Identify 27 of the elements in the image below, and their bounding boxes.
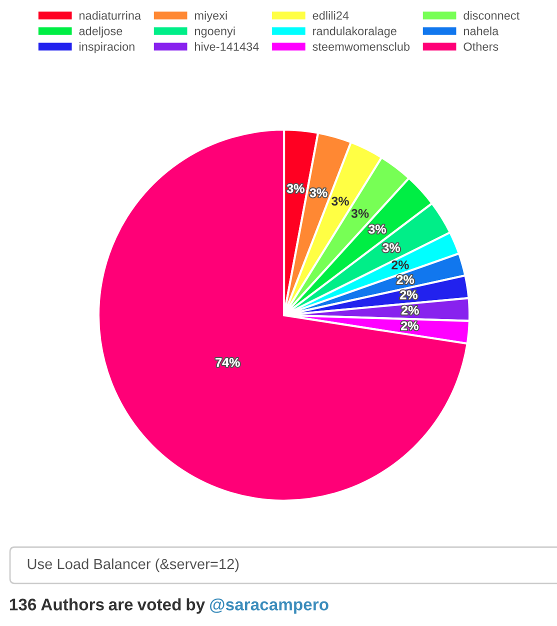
- data-label: 3%: [368, 224, 386, 234]
- legend-label: miyexi: [194, 11, 227, 22]
- text: Use Load Balancer (&server=12): [28, 558, 239, 572]
- legend-label: ngoenyi: [194, 26, 235, 38]
- data-label: 2%: [392, 260, 409, 270]
- data-label: 3%: [332, 196, 349, 206]
- data-label: 3%: [286, 184, 304, 193]
- legend-label: hive-141434: [195, 42, 259, 51]
- data-label: 3%: [382, 243, 400, 252]
- legend-label: nadiaturrina: [80, 11, 142, 20]
- legend-label: adeljose: [79, 26, 122, 38]
- legend-label: nahela: [464, 26, 499, 36]
- data-label: 2%: [402, 306, 419, 315]
- legend-label: steemwomensclub: [312, 42, 410, 51]
- text: 136 Authors are voted by @saracampero: [10, 598, 328, 614]
- data-label: 2%: [401, 321, 418, 330]
- data-label: 2%: [400, 290, 418, 300]
- pie-slice: [97, 128, 468, 502]
- legend-label: Others: [464, 42, 498, 51]
- data-label: 3%: [310, 188, 328, 198]
- data-label: 2%: [396, 275, 414, 284]
- legend-label: disconnect: [464, 11, 520, 20]
- data-label: 3%: [351, 209, 369, 218]
- legend-label: edlili24: [312, 11, 349, 20]
- legend-label: inspiracion: [80, 42, 134, 54]
- legend-label: randulakoralage: [313, 26, 396, 38]
- data-label: 74%: [216, 358, 240, 367]
